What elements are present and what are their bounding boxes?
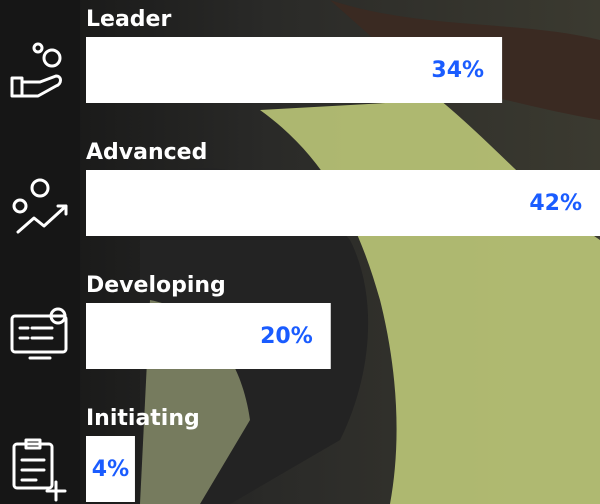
category-label: Advanced [86, 140, 207, 165]
category-label: Leader [86, 7, 171, 32]
value-label: 42% [529, 191, 582, 216]
category-label: Initiating [86, 406, 200, 431]
value-label: 34% [431, 58, 484, 83]
value-label: 20% [260, 324, 313, 349]
category-label: Developing [86, 273, 226, 298]
value-label: 4% [92, 457, 129, 482]
bar [86, 170, 600, 236]
page: {"chart_data": {"type": "bar", "orientat… [0, 0, 600, 504]
chart: Leader 34% Advanced 42% Developing 20% Initiat… [0, 0, 600, 504]
